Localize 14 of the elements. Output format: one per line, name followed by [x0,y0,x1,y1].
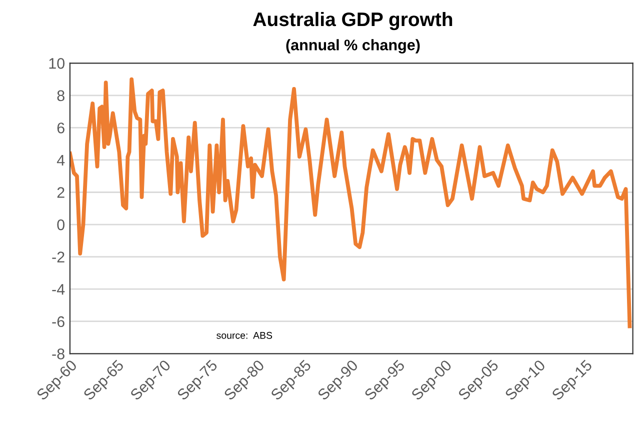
y-tick-label: 2 [57,187,64,198]
y-tick-label: -8 [52,348,64,360]
y-tick-label: 8 [57,90,64,102]
chart-subtitle: (annual % change) [286,39,420,54]
y-tick-label: -2 [52,252,64,262]
y-tick-label: 10 [49,58,65,69]
y-tick-label: 6 [57,122,64,134]
y-tick-label: -6 [52,316,64,328]
annotation: source: ABS [216,332,272,339]
y-tick-label: -4 [52,284,65,295]
y-tick-label: 4 [56,155,65,166]
chart-title: Australia GDP growth [253,12,452,30]
y-tick-label: 0 [57,219,64,230]
line-series [70,77,632,328]
